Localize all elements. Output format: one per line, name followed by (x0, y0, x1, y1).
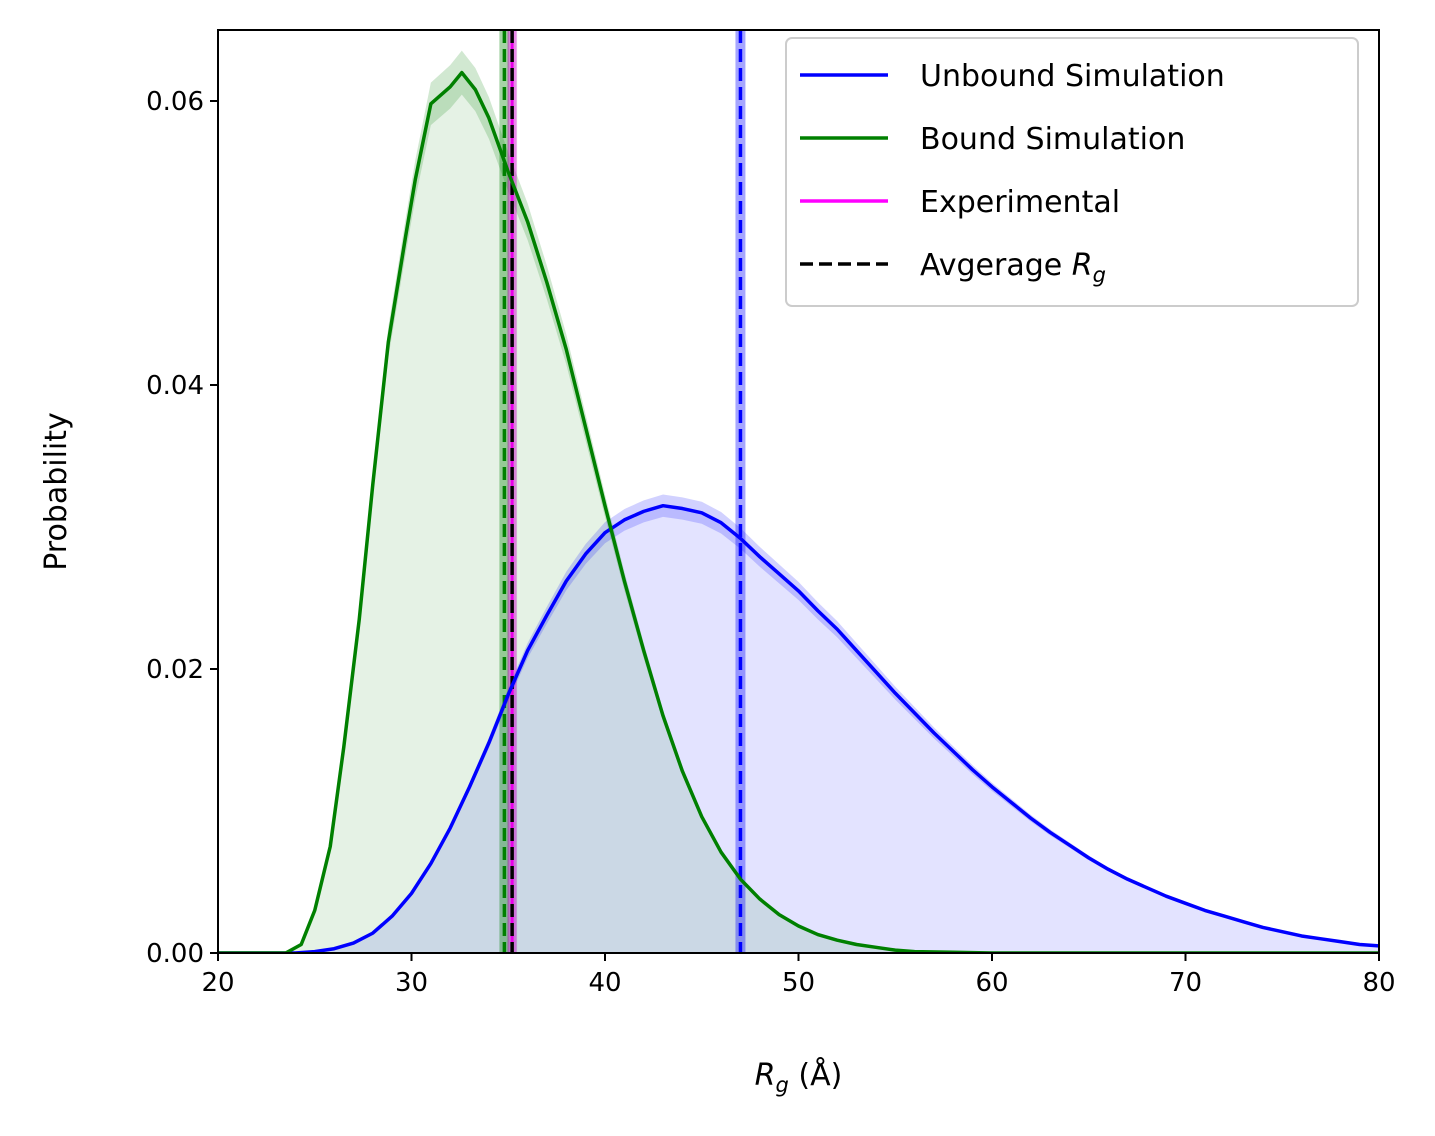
x-tick-label: 40 (588, 968, 621, 998)
y-tick-label: 0.00 (146, 939, 204, 969)
legend-label: Experimental (920, 185, 1120, 220)
y-tick-label: 0.06 (146, 87, 204, 117)
x-tick-label: 70 (1169, 968, 1202, 998)
x-axis-label: Rg (Å) (755, 1057, 843, 1097)
x-tick-label: 20 (201, 968, 234, 998)
x-tick-label: 50 (782, 968, 815, 998)
legend-label: Unbound Simulation (920, 59, 1225, 94)
legend: Unbound Simulation Bound Simulation Experi… (785, 37, 1359, 307)
series-line-0 (218, 503, 1379, 953)
series-area-0 (218, 505, 1379, 953)
legend-item: Unbound Simulation (800, 59, 1225, 94)
series-area-1 (218, 72, 1379, 953)
legend-label: Avgerage Rg (920, 248, 1106, 287)
legend-box (785, 37, 1359, 307)
axes: 20 30 40 50 60 70 80 0.00 0.02 0.04 0.06 (146, 29, 1396, 998)
x-tick-label: 80 (1362, 968, 1395, 998)
series-line-1 (218, 70, 1379, 953)
x-tick-label: 30 (395, 968, 428, 998)
legend-label: Bound Simulation (920, 122, 1185, 157)
legend-item: Experimental (800, 185, 1120, 220)
y-axis-label: Probability (39, 412, 74, 571)
y-tick-label: 0.04 (146, 371, 204, 401)
x-tick-label: 60 (975, 968, 1008, 998)
legend-item: Bound Simulation (800, 122, 1185, 157)
y-tick-label: 0.02 (146, 655, 204, 685)
plot-area (218, 30, 1379, 953)
legend-item: Avgerage Rg (800, 248, 1106, 287)
series-band-0 (218, 494, 1379, 953)
